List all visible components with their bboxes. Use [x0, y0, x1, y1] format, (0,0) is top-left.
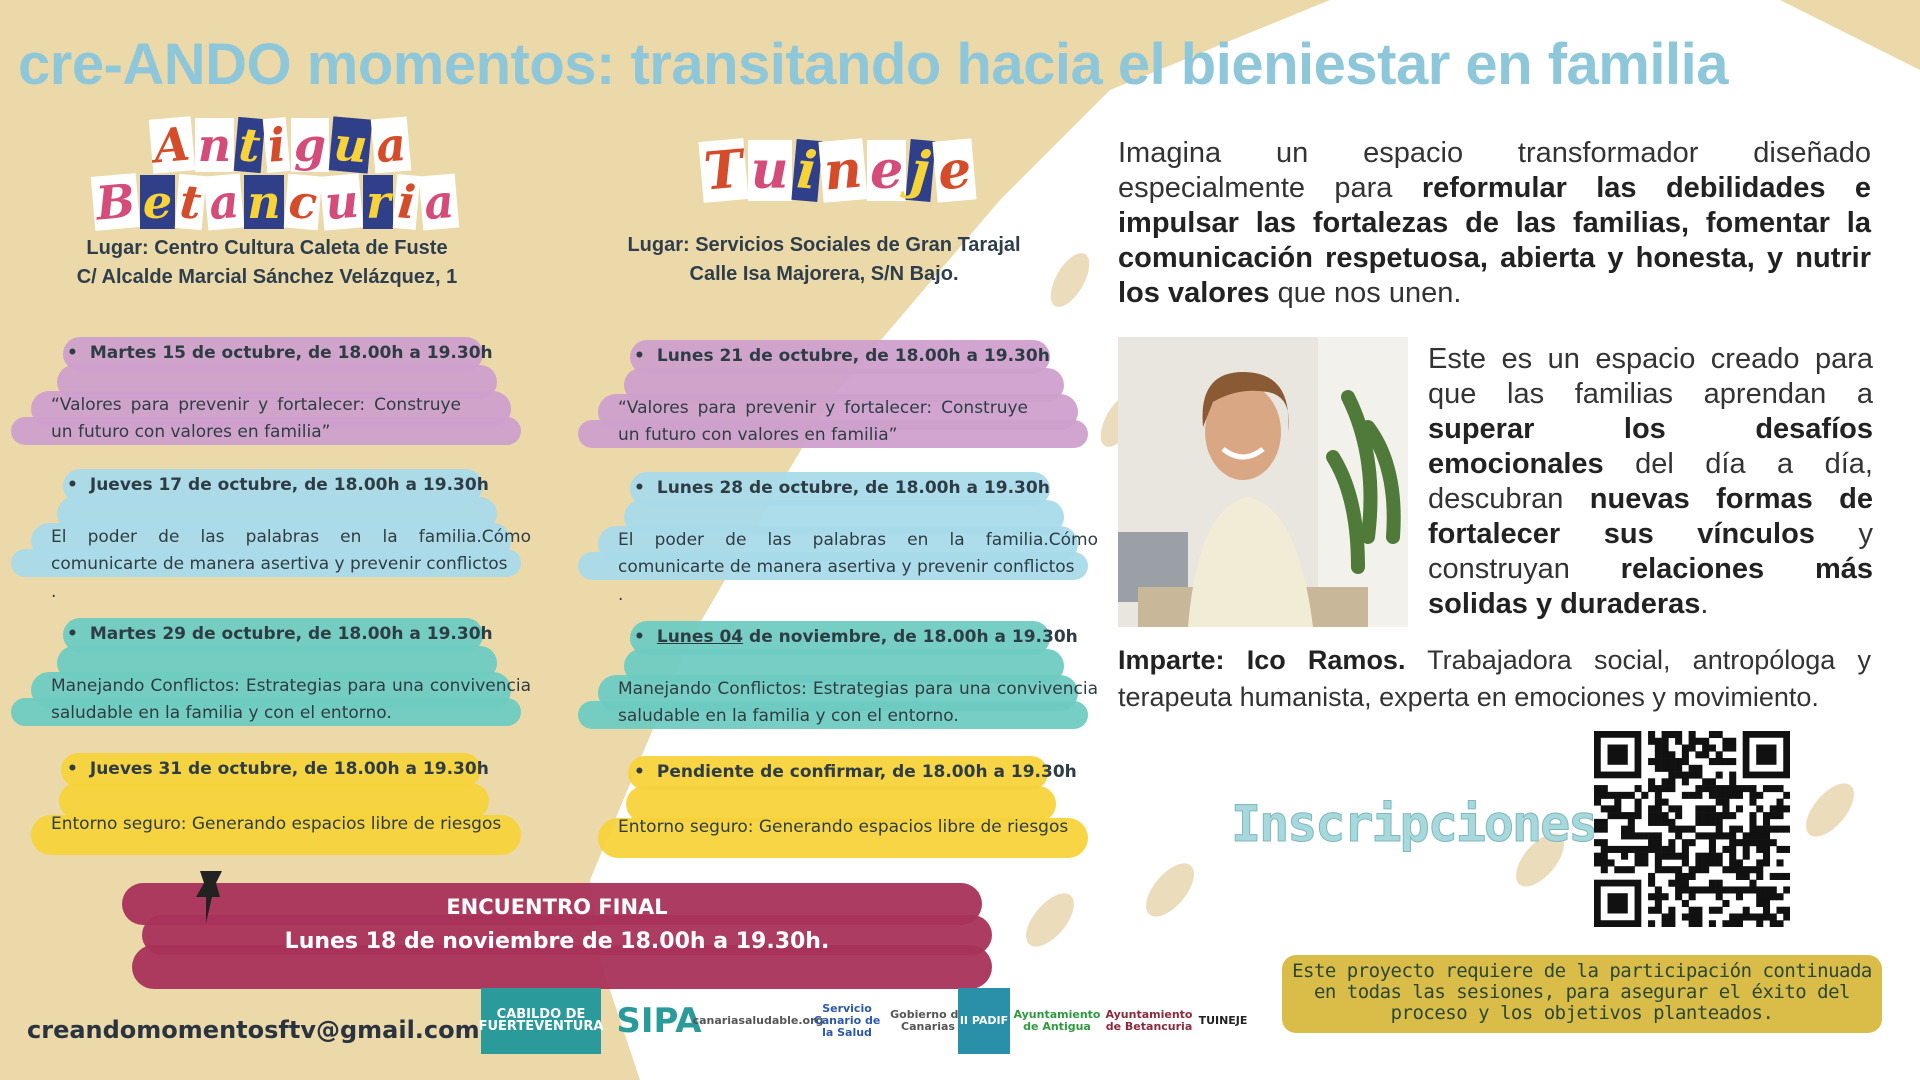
location-place: Lugar: Servicios Sociales de Gran Taraja… — [584, 231, 1064, 289]
ransom-letter: n — [818, 138, 868, 203]
session-date: Martes 29 de octubre, de 18.00h a 19.30h — [67, 624, 493, 644]
ransom-letter: i — [263, 117, 292, 173]
ransom-letter: i — [790, 138, 822, 203]
intro-bold: reformular las debilidades e impulsar la… — [1118, 172, 1871, 309]
session-topic: “Valores para prevenir y fortalecer: Con… — [618, 398, 1028, 445]
session-date: Lunes 21 de octubre, de 18.00h a 19.30h — [634, 346, 1050, 366]
instructor-bio: Trabajadora social, antropóloga y terape… — [1118, 645, 1871, 712]
space-description: Este es un espacio creado para que las f… — [1428, 342, 1873, 622]
sponsor-logo: CABILDO DE FUERTEVENTURA — [479, 988, 603, 1054]
ransom-letter: g — [290, 118, 330, 172]
brush-stroke — [578, 420, 1088, 448]
brush-stroke — [31, 815, 521, 855]
sponsor-logo: Gobierno de Canarias — [890, 1008, 966, 1033]
qr-code-icon[interactable] — [1594, 731, 1790, 927]
session-date: Jueves 17 de octubre, de 18.00h a 19.30h — [67, 475, 489, 495]
text-part: y construyan — [1428, 518, 1873, 585]
instructor-info: Imparte: Ico Ramos. Trabajadora social, … — [1118, 642, 1871, 716]
sponsor-logo: SIPA — [616, 1001, 702, 1041]
sponsor-logo: canariasaludable.org — [692, 1014, 824, 1027]
ransom-letter: A — [148, 116, 195, 174]
text-part: . — [1700, 588, 1709, 620]
registration-label: Inscripciones: — [1230, 795, 1626, 854]
ransom-letter: r — [363, 175, 394, 229]
ransom-letter: u — [747, 140, 792, 201]
ransom-letter: e — [867, 140, 907, 201]
place-address: C/ Alcalde Marcial Sánchez Velázquez, 1 — [76, 266, 458, 288]
ransom-letter: T — [698, 138, 749, 203]
text-bold: relaciones más solidas y duraderas — [1428, 553, 1873, 620]
place-name: Lugar: Servicios Sociales de Gran Taraja… — [627, 234, 1021, 256]
text-part: del día a día, descubran — [1428, 448, 1873, 515]
ransom-letter: e — [139, 175, 176, 229]
sponsor-logo: Ayuntamiento de Antigua — [1013, 1008, 1101, 1033]
ransom-letter: u — [319, 173, 364, 231]
ransom-letter: j — [905, 139, 936, 202]
intro-part: Imagina un espacio transformador diseñad… — [1118, 137, 1871, 204]
page-title: cre-ANDO momentos: transitando hacia el … — [18, 32, 1728, 97]
session-date: Jueves 31 de octubre, de 18.00h a 19.30h — [67, 759, 489, 779]
participation-note: Este proyecto requiere de la participaci… — [1282, 955, 1882, 1033]
session-topic: Entorno seguro: Generando espacios libre… — [51, 814, 502, 834]
ransom-letter: t — [174, 173, 207, 231]
final-date: Lunes 18 de noviembre de 18.00h a 19.30h… — [284, 929, 830, 954]
place-name: Lugar: Centro Cultura Caleta de Fuste — [86, 237, 448, 259]
session-topic: Manejando Conflictos: Estrategias para u… — [618, 679, 1098, 726]
text-bold: superar los desafíos emocionales — [1428, 413, 1873, 480]
contact-email[interactable]: creandomomentosftv@gmail.com — [27, 1016, 480, 1044]
sponsor-logo: TUINEJE — [1198, 1014, 1248, 1027]
location-place: Lugar: Centro Cultura Caleta de Fuste C/… — [27, 234, 507, 292]
brush-stroke — [59, 783, 489, 819]
ransom-letter: a — [418, 173, 459, 231]
ransom-letter: i — [393, 174, 422, 230]
brush-stroke — [11, 417, 521, 445]
ransom-letter: B — [90, 173, 141, 231]
brush-stroke — [578, 552, 1088, 580]
brush-stroke — [578, 701, 1088, 729]
session-topic: Entorno seguro: Generando espacios libre… — [618, 817, 1069, 837]
brush-stroke — [11, 549, 521, 577]
brush-stroke — [626, 786, 1056, 822]
session-trailing: . — [618, 585, 624, 605]
ransom-letter: n — [194, 118, 235, 172]
ransom-letter: c — [283, 173, 322, 231]
text-part: Este es un espacio creado para que las f… — [1428, 343, 1873, 410]
pin-icon — [196, 871, 222, 923]
session-date: Lunes 28 de octubre, de 18.00h a 19.30h — [634, 478, 1050, 498]
session-topic: El poder de las palabras en la familia.C… — [618, 530, 1098, 577]
brush-stroke — [598, 818, 1088, 858]
sponsor-logo: Ayuntamiento de Betancuria — [1105, 1008, 1193, 1033]
session-date: Lunes 04 de noviembre, de 18.00h a 19.30… — [634, 627, 1078, 647]
brush-stroke — [11, 698, 521, 726]
text-bold: nuevas formas de fortalecer sus vínculos — [1428, 483, 1873, 550]
ransom-letter: t — [233, 116, 266, 174]
ransom-letter: a — [204, 173, 245, 231]
ransom-letter: e — [932, 138, 977, 203]
instructor-photo — [1118, 337, 1408, 627]
session-topic: “Valores para prevenir y fortalecer: Con… — [51, 395, 461, 442]
final-meeting-banner: ENCUENTRO FINAL Lunes 18 de noviembre de… — [122, 871, 992, 992]
session-topic: El poder de las palabras en la familia.C… — [51, 527, 531, 574]
intro-part: que nos unen. — [1269, 277, 1462, 309]
ransom-letter: a — [370, 116, 411, 174]
intro-text: Imagina un espacio transformador diseñad… — [1118, 136, 1871, 311]
place-address: Calle Isa Majorera, S/N Bajo. — [689, 263, 959, 285]
sponsor-logo: Servicio Canario de la Salud — [813, 1002, 881, 1039]
ransom-letter: u — [328, 116, 373, 174]
instructor-name: Imparte: Ico Ramos. — [1118, 645, 1406, 675]
session-trailing: . — [51, 582, 57, 602]
final-title: ENCUENTRO FINAL — [446, 895, 668, 919]
session-topic: Manejando Conflictos: Estrategias para u… — [51, 676, 531, 723]
ransom-letter: n — [244, 175, 284, 229]
sponsor-logo: II PADIF — [958, 988, 1010, 1054]
session-date: Martes 15 de octubre, de 18.00h a 19.30h — [67, 343, 493, 363]
session-date: Pendiente de confirmar, de 18.00h a 19.3… — [634, 762, 1077, 782]
